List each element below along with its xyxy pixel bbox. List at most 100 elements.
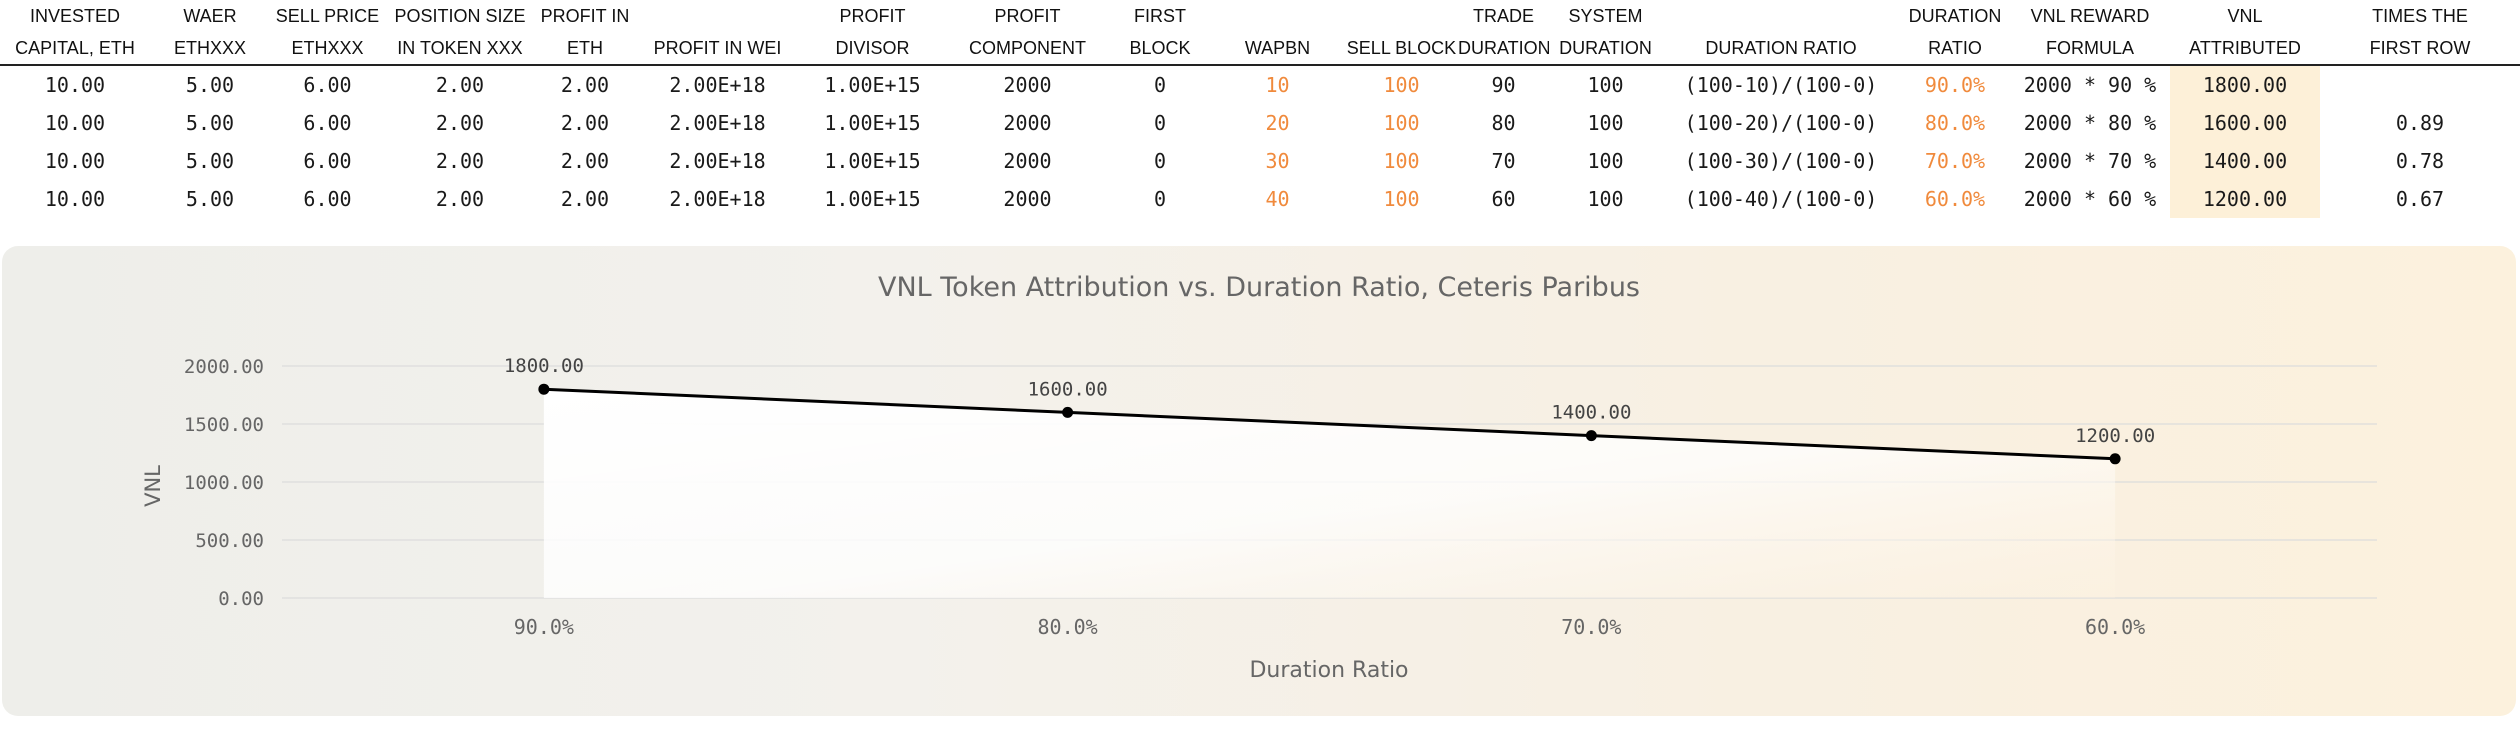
x-tick-label: 60.0% — [2085, 615, 2145, 639]
column-header: VNL REWARD — [2030, 6, 2150, 26]
data-label: 1400.00 — [1551, 402, 1631, 424]
table-cell: 2.00 — [560, 111, 610, 135]
table-cell: 100 — [1383, 73, 1420, 97]
column-header: FIRST ROW — [2320, 32, 2520, 66]
column-header: SYSTEM — [1568, 6, 1643, 26]
table-cell: 2000 * 80 % — [2023, 111, 2157, 135]
table-cell: 100 — [1383, 111, 1420, 135]
y-tick-label: 500.00 — [195, 530, 264, 552]
table-cell: 0.78 — [2395, 149, 2445, 173]
table-cell: 2.00 — [560, 149, 610, 173]
table-cell: 40 — [1265, 187, 1290, 211]
column-header: ETHXXX — [270, 32, 385, 66]
y-tick-label: 1500.00 — [184, 414, 264, 436]
table-cell: 1.00E+15 — [824, 111, 921, 135]
spreadsheet: INVESTED WAER SELL PRICE POSITION SIZE PROFI… — [0, 0, 2520, 218]
table-cell: 10.00 — [44, 149, 106, 173]
table-cell: (100-30)/(100-0) — [1684, 149, 1878, 173]
table-cell: 5.00 — [185, 111, 235, 135]
table-cell: 2.00E+18 — [669, 73, 766, 97]
table-cell: 0.67 — [2395, 187, 2445, 211]
column-header: COMPONENT — [945, 32, 1110, 66]
table-cell: 0 — [1153, 73, 1167, 97]
chart-title: VNL Token Attribution vs. Duration Ratio… — [878, 272, 1640, 303]
table-cell: 5.00 — [185, 149, 235, 173]
table-cell: 100 — [1587, 73, 1624, 97]
table-cell: 2.00 — [435, 187, 485, 211]
table-cell: 0 — [1153, 149, 1167, 173]
column-header: DURATION RATIO — [1662, 32, 1900, 66]
table-cell: 1800.00 — [2170, 65, 2320, 104]
x-tick-label: 80.0% — [1038, 615, 1098, 639]
column-header: DURATION — [1549, 32, 1662, 66]
data-point — [1062, 406, 1074, 418]
column-header: FORMULA — [2010, 32, 2170, 66]
series-line — [543, 387, 2116, 461]
table-row: 10.00 5.00 6.00 2.00 2.00 2.00E+18 1.00E+15 200… — [0, 180, 2520, 218]
table-cell: 100 — [1587, 149, 1624, 173]
column-header: DURATION — [1458, 32, 1549, 66]
table-cell: 0.89 — [2395, 111, 2445, 135]
data-point — [1585, 430, 1597, 442]
table-cell: 5.00 — [185, 73, 235, 97]
table-cell: 2000 * 60 % — [2023, 187, 2157, 211]
table-cell: 90 — [1491, 73, 1516, 97]
column-header — [1345, 0, 1458, 32]
x-tick-label: 70.0% — [1561, 615, 1621, 639]
header-row-bottom: CAPITAL, ETH ETHXXX ETHXXX IN TOKEN XXX ETH P… — [0, 32, 2520, 66]
table-cell: 6.00 — [303, 73, 352, 97]
table-cell: 1200.00 — [2170, 180, 2320, 218]
table-cell: 0 — [1153, 111, 1167, 135]
table-cell: 90.0% — [1924, 73, 1986, 97]
table-cell: 100 — [1587, 111, 1624, 135]
column-header: PROFIT — [839, 6, 906, 26]
table-cell: 80 — [1491, 111, 1516, 135]
table-cell: (100-40)/(100-0) — [1684, 187, 1878, 211]
table-cell: 2000 — [1003, 73, 1052, 97]
table-cell: 6.00 — [303, 149, 352, 173]
table-cell: 2000 * 70 % — [2023, 149, 2157, 173]
column-header: ETH — [535, 32, 635, 66]
table-cell: 10 — [1265, 73, 1290, 97]
table-cell: 70 — [1491, 149, 1516, 173]
column-header: RATIO — [1900, 32, 2010, 66]
column-header: WAPBN — [1210, 32, 1345, 66]
x-tick-label: 90.0% — [514, 615, 574, 639]
table-cell: 80.0% — [1924, 111, 1986, 135]
table-cell: 6.00 — [303, 187, 352, 211]
table-cell: 2000 * 90 % — [2023, 73, 2157, 97]
column-header: TRADE — [1472, 6, 1534, 26]
table-cell: 60.0% — [1924, 187, 1986, 211]
column-header: CAPITAL, ETH — [0, 32, 150, 66]
column-header: PROFIT IN WEI — [635, 32, 800, 66]
table-cell: 60 — [1491, 187, 1516, 211]
table-body: 10.00 5.00 6.00 2.00 2.00 2.00E+18 1.00E+15 200… — [0, 65, 2520, 218]
y-tick-label: 2000.00 — [184, 356, 264, 378]
table-cell: 10.00 — [44, 111, 106, 135]
column-header: IN TOKEN XXX — [385, 32, 535, 66]
column-header: POSITION SIZE — [394, 6, 526, 26]
header-row-top: INVESTED WAER SELL PRICE POSITION SIZE PROFI… — [0, 0, 2520, 32]
column-header — [1662, 0, 1900, 32]
column-header — [635, 0, 800, 32]
table-cell: 1600.00 — [2170, 104, 2320, 142]
column-header: FIRST — [1134, 6, 1186, 26]
y-tick-label: 0.00 — [218, 588, 264, 610]
y-tick-label: 1000.00 — [184, 472, 264, 494]
column-header: DIVISOR — [800, 32, 945, 66]
data-label: 1200.00 — [2075, 425, 2155, 447]
column-header: BLOCK — [1110, 32, 1210, 66]
table-cell: 2.00E+18 — [669, 187, 766, 211]
table-row: 10.00 5.00 6.00 2.00 2.00 2.00E+18 1.00E+15 200… — [0, 65, 2520, 104]
table-cell: 10.00 — [44, 187, 106, 211]
table-cell: 100 — [1383, 187, 1420, 211]
table-cell: 2.00E+18 — [669, 149, 766, 173]
y-axis-ticks: 0.00 500.00 1000.00 1500.00 2000.00 — [184, 356, 264, 610]
data-labels: 1800.00 1600.00 1400.00 1200.00 — [504, 355, 2155, 447]
table-row: 10.00 5.00 6.00 2.00 2.00 2.00E+18 1.00E+15 200… — [0, 104, 2520, 142]
column-header — [1210, 0, 1345, 32]
column-header: DURATION — [1908, 6, 2002, 26]
table-cell: 100 — [1587, 187, 1624, 211]
table-cell: (100-10)/(100-0) — [1684, 73, 1878, 97]
table-cell: 2.00 — [435, 111, 485, 135]
